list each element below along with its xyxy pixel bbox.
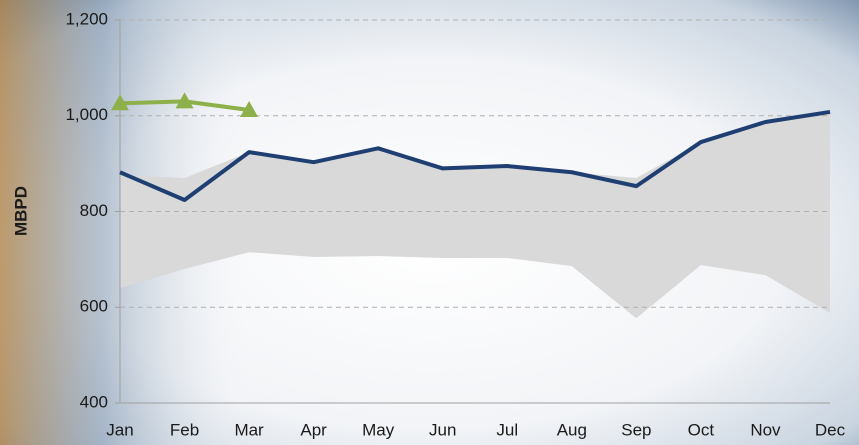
chart: MBPD 400 600 800 1,000 1,200 Jan Feb Mar Apr May J… [0,0,859,445]
y-tick-label: 800 [80,201,108,220]
page: MBPD 400 600 800 1,000 1,200 Jan Feb Mar Apr May J… [0,0,859,445]
y-tick-label: 600 [80,297,108,316]
x-tick-label: Aug [557,420,587,439]
x-tick-label: Feb [170,420,199,439]
y-tick-label: 1,000 [65,105,108,124]
x-tick-label: Mar [234,420,264,439]
x-tick-label: May [362,420,395,439]
x-tick-label: Jun [429,420,456,439]
x-tick-label: Nov [750,420,781,439]
x-tick-label: Apr [300,420,327,439]
y-axis-label: MBPD [11,186,30,236]
y-tick-label: 400 [80,392,108,411]
x-tick-label: Jul [496,420,518,439]
x-tick-label: Sep [621,420,651,439]
x-tick-label: Dec [815,420,846,439]
y-tick-label: 1,200 [65,9,108,28]
x-tick-label: Jan [106,420,133,439]
x-tick-label: Oct [688,420,715,439]
